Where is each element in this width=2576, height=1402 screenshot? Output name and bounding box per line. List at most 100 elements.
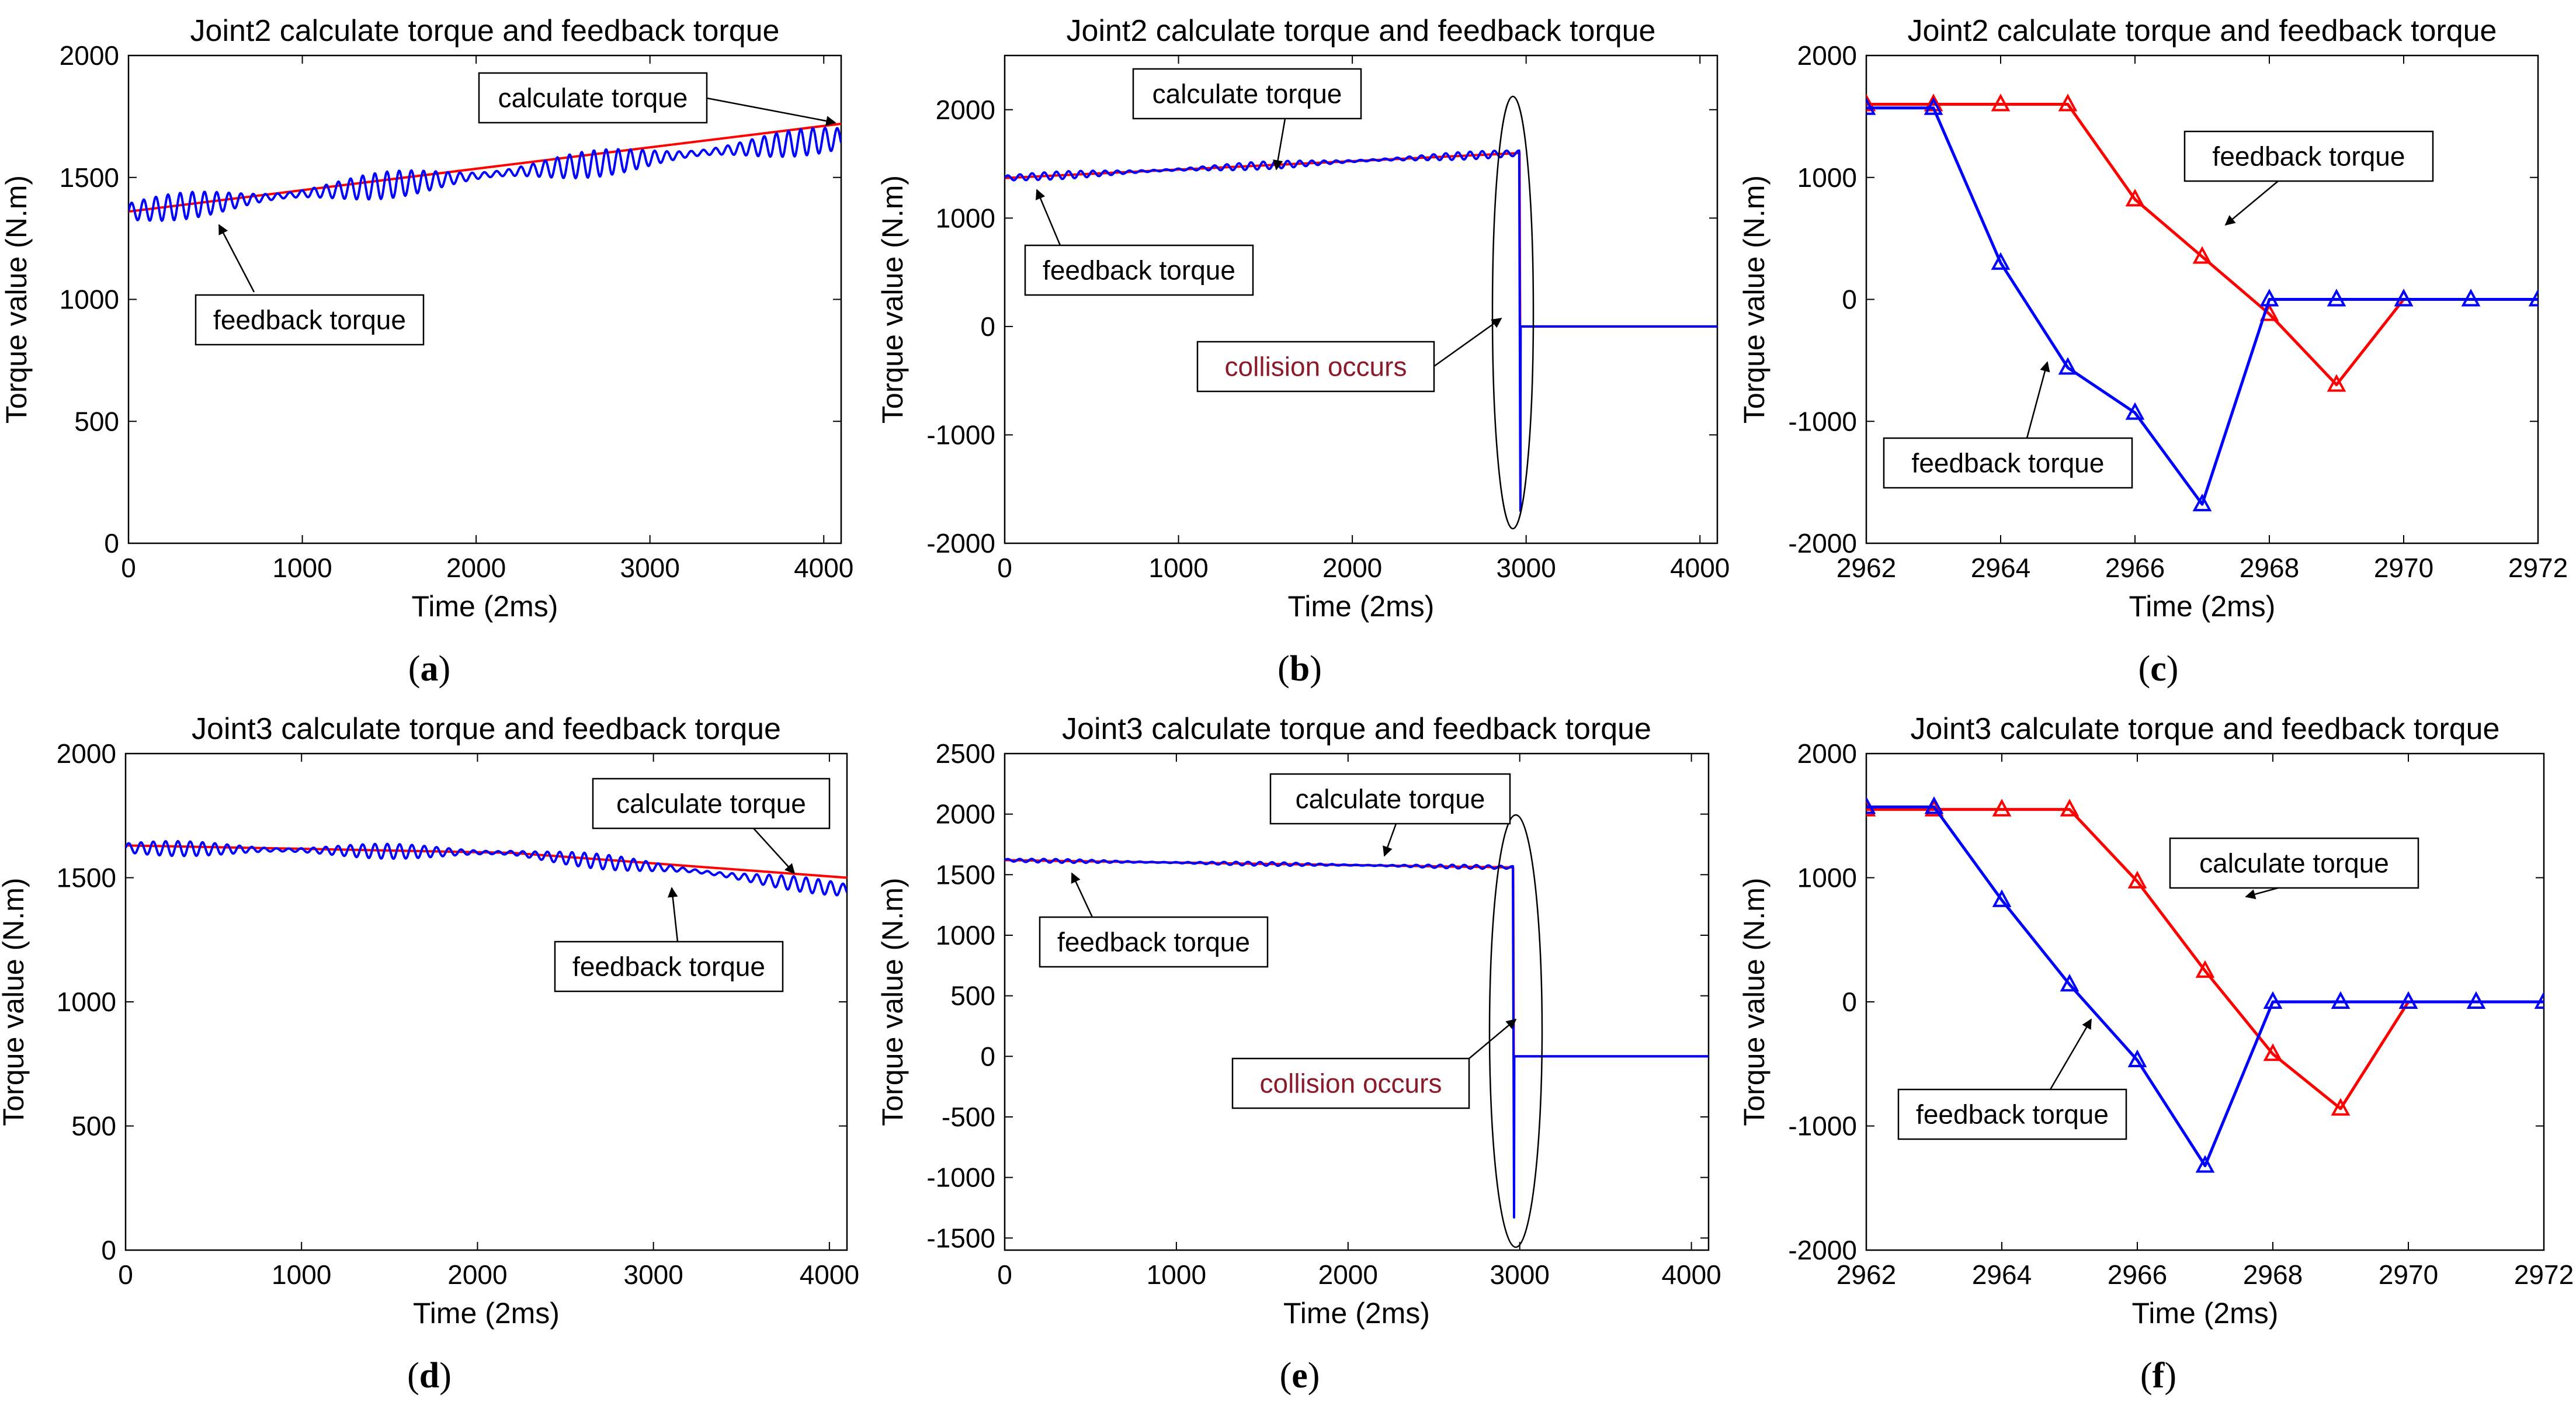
data-point bbox=[2327, 374, 2346, 392]
plot-area bbox=[1005, 149, 1717, 512]
annotation-label: feedback torque bbox=[1916, 1099, 2109, 1130]
y-tick-label: 0 bbox=[980, 311, 995, 342]
y-tick-label: 2500 bbox=[936, 738, 995, 769]
y-axis-label: Torque value (N.m) bbox=[1738, 175, 1770, 424]
annotation-box bbox=[1897, 1088, 2127, 1140]
chart-title: Joint2 calculate torque and feedback tor… bbox=[190, 14, 780, 48]
y-tick-label: 1000 bbox=[1797, 863, 1857, 893]
annotation: feedback torque bbox=[1883, 361, 2133, 489]
panel-label: (e) bbox=[1280, 1356, 1320, 1396]
x-tick-label: 4000 bbox=[800, 1259, 859, 1290]
x-tick-label: 2970 bbox=[2374, 553, 2433, 583]
x-tick-label: 0 bbox=[997, 553, 1012, 583]
x-tick-label: 2972 bbox=[2508, 553, 2568, 583]
x-axis-label: Time (2ms) bbox=[412, 590, 558, 623]
x-tick-label: 2972 bbox=[2514, 1259, 2574, 1290]
annotation-label: calculate torque bbox=[498, 83, 688, 113]
x-tick-label: 3000 bbox=[1497, 553, 1556, 583]
annotation: calculate torque bbox=[478, 72, 836, 126]
panel-label-letter: b bbox=[1290, 649, 1310, 689]
y-tick-label: -1000 bbox=[926, 1162, 995, 1193]
x-tick-label: 0 bbox=[121, 553, 136, 583]
panel-label-close: ) bbox=[439, 649, 451, 689]
x-axis-label: Time (2ms) bbox=[2129, 590, 2276, 623]
annotation-arrow bbox=[2026, 361, 2050, 439]
data-point bbox=[1866, 97, 1876, 115]
plot-area bbox=[1866, 93, 2538, 512]
data-point bbox=[2192, 494, 2212, 512]
annotation-label: feedback torque bbox=[2213, 141, 2405, 172]
y-tick-label: 0 bbox=[1842, 284, 1857, 315]
x-axis-label: Time (2ms) bbox=[1288, 590, 1435, 623]
panel-label-close: ) bbox=[439, 1356, 452, 1396]
series-calculate-torque bbox=[1866, 799, 2418, 1116]
chart-f: Joint3 calculate torque and feedback tor… bbox=[1738, 712, 2574, 1396]
y-axis-label: Torque value (N.m) bbox=[0, 877, 30, 1126]
data-point bbox=[2263, 1043, 2283, 1061]
series-line bbox=[1866, 805, 2544, 1167]
annotation: feedback torque bbox=[1039, 872, 1269, 968]
x-tick-label: 1000 bbox=[272, 553, 332, 583]
data-point bbox=[2127, 870, 2147, 889]
x-axis-label: Time (2ms) bbox=[1283, 1297, 1430, 1330]
plot-frame bbox=[1004, 54, 1719, 544]
y-tick-label: 2000 bbox=[1797, 738, 1857, 769]
y-tick-label: 0 bbox=[1842, 987, 1857, 1017]
series-line bbox=[129, 126, 841, 222]
x-tick-label: 2000 bbox=[447, 1259, 507, 1290]
data-point bbox=[1866, 796, 1876, 814]
data-point bbox=[2263, 991, 2283, 1009]
annotation-box bbox=[1196, 341, 1435, 393]
x-tick-label: 2962 bbox=[1836, 1259, 1896, 1290]
data-point bbox=[2327, 289, 2346, 307]
data-point bbox=[2125, 402, 2145, 420]
annotation-box bbox=[554, 941, 784, 992]
y-tick-label: 500 bbox=[950, 981, 995, 1011]
annotation-box bbox=[2169, 837, 2419, 889]
series-line bbox=[129, 122, 841, 213]
x-tick-label: 2968 bbox=[2243, 1259, 2303, 1290]
x-tick-label: 2966 bbox=[2105, 553, 2165, 583]
collision-ellipse bbox=[1488, 814, 1543, 1248]
x-tick-label: 1000 bbox=[272, 1259, 331, 1290]
panel-label-close: ) bbox=[1310, 649, 1322, 689]
y-tick-label: 0 bbox=[980, 1041, 995, 1071]
panel-label-open: ( bbox=[408, 649, 421, 689]
data-point bbox=[2331, 991, 2351, 1009]
series-feedback-torque bbox=[1866, 97, 2538, 512]
data-point bbox=[1991, 93, 2011, 112]
annotation-box bbox=[195, 294, 425, 346]
x-tick-label: 2000 bbox=[446, 553, 506, 583]
annotation-box bbox=[478, 72, 708, 124]
annotation-label: calculate torque bbox=[1296, 784, 1485, 814]
annotation: calculate torque bbox=[2169, 837, 2419, 900]
y-tick-label: -1000 bbox=[926, 419, 995, 450]
y-axis-label: Torque value (N.m) bbox=[0, 175, 33, 424]
panel-label-close: ) bbox=[1308, 1356, 1320, 1396]
x-tick-label: 4000 bbox=[1670, 553, 1730, 583]
data-point bbox=[2060, 799, 2079, 817]
chart-e: Joint3 calculate torque and feedback tor… bbox=[876, 712, 1721, 1396]
y-axis-label: Torque value (N.m) bbox=[876, 877, 909, 1126]
x-tick-label: 2000 bbox=[1322, 553, 1382, 583]
annotation-label: calculate torque bbox=[2199, 848, 2389, 879]
chart-title: Joint2 calculate torque and feedback tor… bbox=[1067, 14, 1656, 48]
annotation-label: collision occurs bbox=[1260, 1068, 1442, 1099]
chart-title: Joint2 calculate torque and feedback tor… bbox=[1908, 14, 2497, 48]
collision-ellipse bbox=[1491, 95, 1535, 530]
y-tick-label: -2000 bbox=[926, 528, 995, 558]
data-point bbox=[1866, 93, 1876, 112]
y-tick-label: 2000 bbox=[1797, 40, 1857, 71]
series-line bbox=[1866, 808, 2410, 1111]
x-tick-label: 2964 bbox=[1971, 553, 2030, 583]
panel-label-open: ( bbox=[1277, 649, 1290, 689]
annotation-box bbox=[1024, 244, 1254, 296]
annotation-box bbox=[2183, 130, 2434, 182]
annotation-arrow bbox=[1071, 872, 1093, 918]
x-tick-label: 2970 bbox=[2379, 1259, 2438, 1290]
panel-label: (d) bbox=[407, 1356, 452, 1396]
series-line bbox=[1866, 106, 2538, 506]
y-tick-label: 500 bbox=[71, 1111, 116, 1141]
y-tick-label: 1000 bbox=[57, 987, 116, 1017]
x-axis-label: Time (2ms) bbox=[2132, 1297, 2279, 1330]
